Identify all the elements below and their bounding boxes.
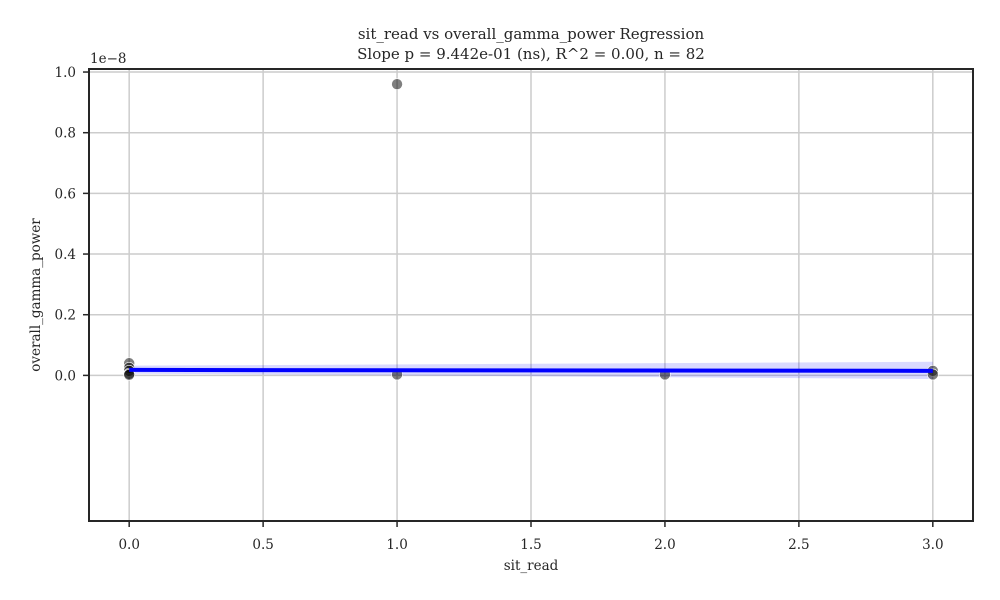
x-tick-label: 2.5 xyxy=(788,537,809,553)
x-tick-label: 3.0 xyxy=(922,537,943,553)
x-tick-label: 1.5 xyxy=(520,537,541,553)
scatter-point xyxy=(391,78,403,90)
x-tick-label: 0.0 xyxy=(118,537,139,553)
x-tick-label: 1.0 xyxy=(386,537,407,553)
y-tick-label: 0.2 xyxy=(55,308,76,324)
chart-subtitle: Slope p = 9.442e-01 (ns), R^2 = 0.00, n … xyxy=(357,45,705,63)
y-tick-label: 1.0 xyxy=(55,65,76,81)
x-tick-label: 0.5 xyxy=(252,537,273,553)
axis-ticks: 0.0 0.5 1.0 1.5 2.0 2.5 3.0 0.0 0.2 0.4 0.6 0.8 1.0 xyxy=(55,65,944,553)
x-axis-label: sit_read xyxy=(504,558,559,574)
regression-line xyxy=(129,367,933,373)
grid-lines xyxy=(89,69,973,521)
y-axis-label: overall_gamma_power xyxy=(28,218,44,372)
x-tick-label: 2.0 xyxy=(654,537,675,553)
y-tick-label: 0.6 xyxy=(55,186,76,202)
y-tick-label: 0.4 xyxy=(55,247,76,263)
scatter-point xyxy=(123,368,135,381)
y-tick-label: 0.8 xyxy=(55,126,76,142)
regression-line-layer xyxy=(129,367,933,373)
y-offset-label: 1e−8 xyxy=(90,51,126,67)
y-tick-label: 0.0 xyxy=(55,368,76,384)
chart-title: sit_read vs overall_gamma_power Regressi… xyxy=(358,25,705,43)
